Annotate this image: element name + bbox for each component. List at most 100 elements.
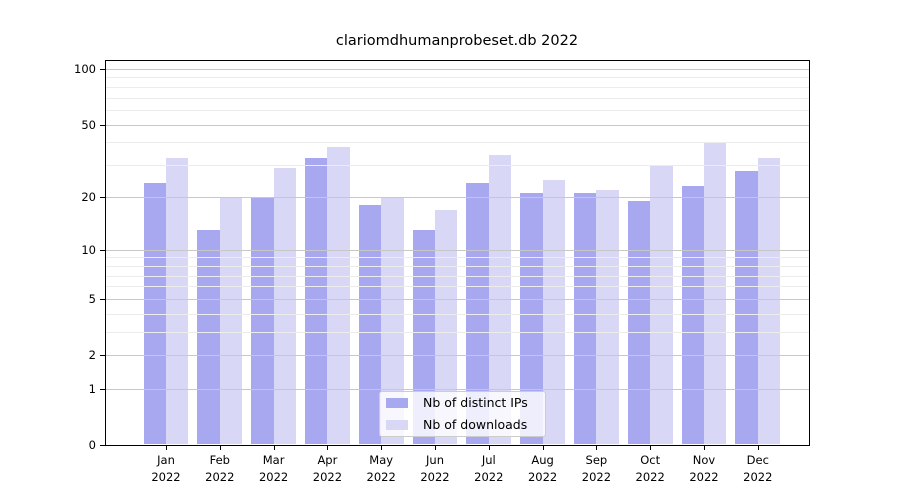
bar-downloads [166,157,189,444]
x-tick-mark [381,446,383,450]
bar-downloads [327,146,350,444]
x-tick-mark [542,446,544,450]
bar-distinct-ips [574,193,597,444]
bar-distinct-ips [358,205,382,444]
minor-gridline [106,110,809,112]
bar-distinct-ips [735,170,758,444]
major-gridline [106,124,809,126]
x-tick-label: Mar 2022 [244,452,304,485]
x-tick-mark [596,446,598,450]
bar-distinct-ips [520,193,543,444]
bar-distinct-ips [412,229,435,444]
x-tick-mark [704,446,705,450]
x-tick-year: 2022 [689,469,719,484]
major-gridline [106,388,809,390]
y-tick-mark [100,69,105,70]
y-tick-mark [100,388,105,390]
x-tick-year: 2022 [474,469,504,484]
y-tick-mark [100,299,105,301]
major-gridline [106,249,809,251]
x-tick-mark [166,446,167,450]
minor-gridline [106,332,809,334]
x-tick-label: Apr 2022 [297,452,357,485]
bar-downloads [542,179,565,444]
major-gridline [106,355,809,357]
x-tick-month: Jul [481,453,496,467]
y-tick-mark [100,196,105,198]
y-tick-label: 1 [88,381,96,396]
x-tick-mark [219,446,221,450]
legend-swatch-downloads [386,420,408,430]
plot-area [105,60,810,446]
bar-distinct-ips [681,186,704,444]
x-tick-year: 2022 [420,469,450,484]
x-tick-year: 2022 [581,469,612,484]
legend: Nb of distinct IPs Nb of downloads [379,391,546,437]
x-tick-month: Jun [426,453,444,467]
legend-item-downloads: Nb of downloads [386,416,539,434]
legend-label-downloads: Nb of downloads [423,417,528,432]
bar-distinct-ips [627,200,651,444]
x-tick-month: May [369,453,394,467]
major-gridline [106,69,809,70]
legend-item-distinct-ips: Nb of distinct IPs [386,394,539,412]
x-tick-month: Dec [746,453,769,467]
minor-gridline [106,142,809,144]
x-tick-mark [757,446,759,450]
x-tick-month: Feb [209,453,230,467]
x-tick-year: 2022 [312,469,343,484]
x-tick-month: Mar [262,453,285,467]
x-tick-label: Oct 2022 [620,452,680,485]
legend-swatch-distinct-ips [386,398,408,408]
bar-downloads [435,209,458,444]
minor-gridline [106,86,809,88]
bar-downloads [650,165,673,444]
major-gridline [106,196,809,198]
bar-distinct-ips [251,196,274,444]
minor-gridline [106,77,809,79]
x-tick-month: Aug [531,453,554,467]
bar-downloads [596,189,619,444]
x-tick-label: Sep 2022 [566,452,626,485]
bar-downloads [381,196,404,444]
x-tick-label: Dec 2022 [728,452,788,485]
x-tick-label: Feb 2022 [190,452,250,485]
bar-downloads [219,196,243,444]
bar-downloads [273,167,296,444]
chart-title: clariomdhumanprobeset.db 2022 [335,33,579,49]
legend-label-distinct-ips: Nb of distinct IPs [423,395,528,410]
x-tick-month: Apr [317,453,338,467]
x-tick-year: 2022 [635,469,665,484]
major-gridline [106,299,809,301]
x-tick-month: Nov [692,453,716,467]
minor-gridline [106,265,809,267]
x-tick-year: 2022 [366,469,396,484]
x-tick-year: 2022 [527,469,558,484]
y-tick-mark [100,249,105,251]
minor-gridline [106,286,809,288]
x-tick-label: Nov 2022 [674,452,734,485]
y-tick-mark [100,445,105,446]
x-tick-mark [488,446,490,450]
bar-distinct-ips [305,157,328,444]
x-tick-mark [435,446,436,450]
y-tick-label: 20 [81,189,96,204]
bar-downloads [704,142,727,444]
bar-downloads [757,157,781,444]
x-tick-label: May 2022 [351,452,411,485]
minor-gridline [106,275,809,277]
minor-gridline [106,313,809,315]
y-tick-label: 0 [88,438,96,452]
y-tick-label: 100 [74,62,96,76]
y-tick-mark [100,124,105,126]
x-tick-year: 2022 [205,469,235,484]
x-tick-mark [327,446,329,450]
minor-gridline [106,257,809,259]
x-tick-mark [273,446,275,450]
x-tick-label: Jan 2022 [136,452,196,485]
x-tick-month: Sep [585,453,608,467]
x-tick-year: 2022 [743,469,773,484]
bar-distinct-ips [143,182,166,444]
x-tick-mark [650,446,652,450]
